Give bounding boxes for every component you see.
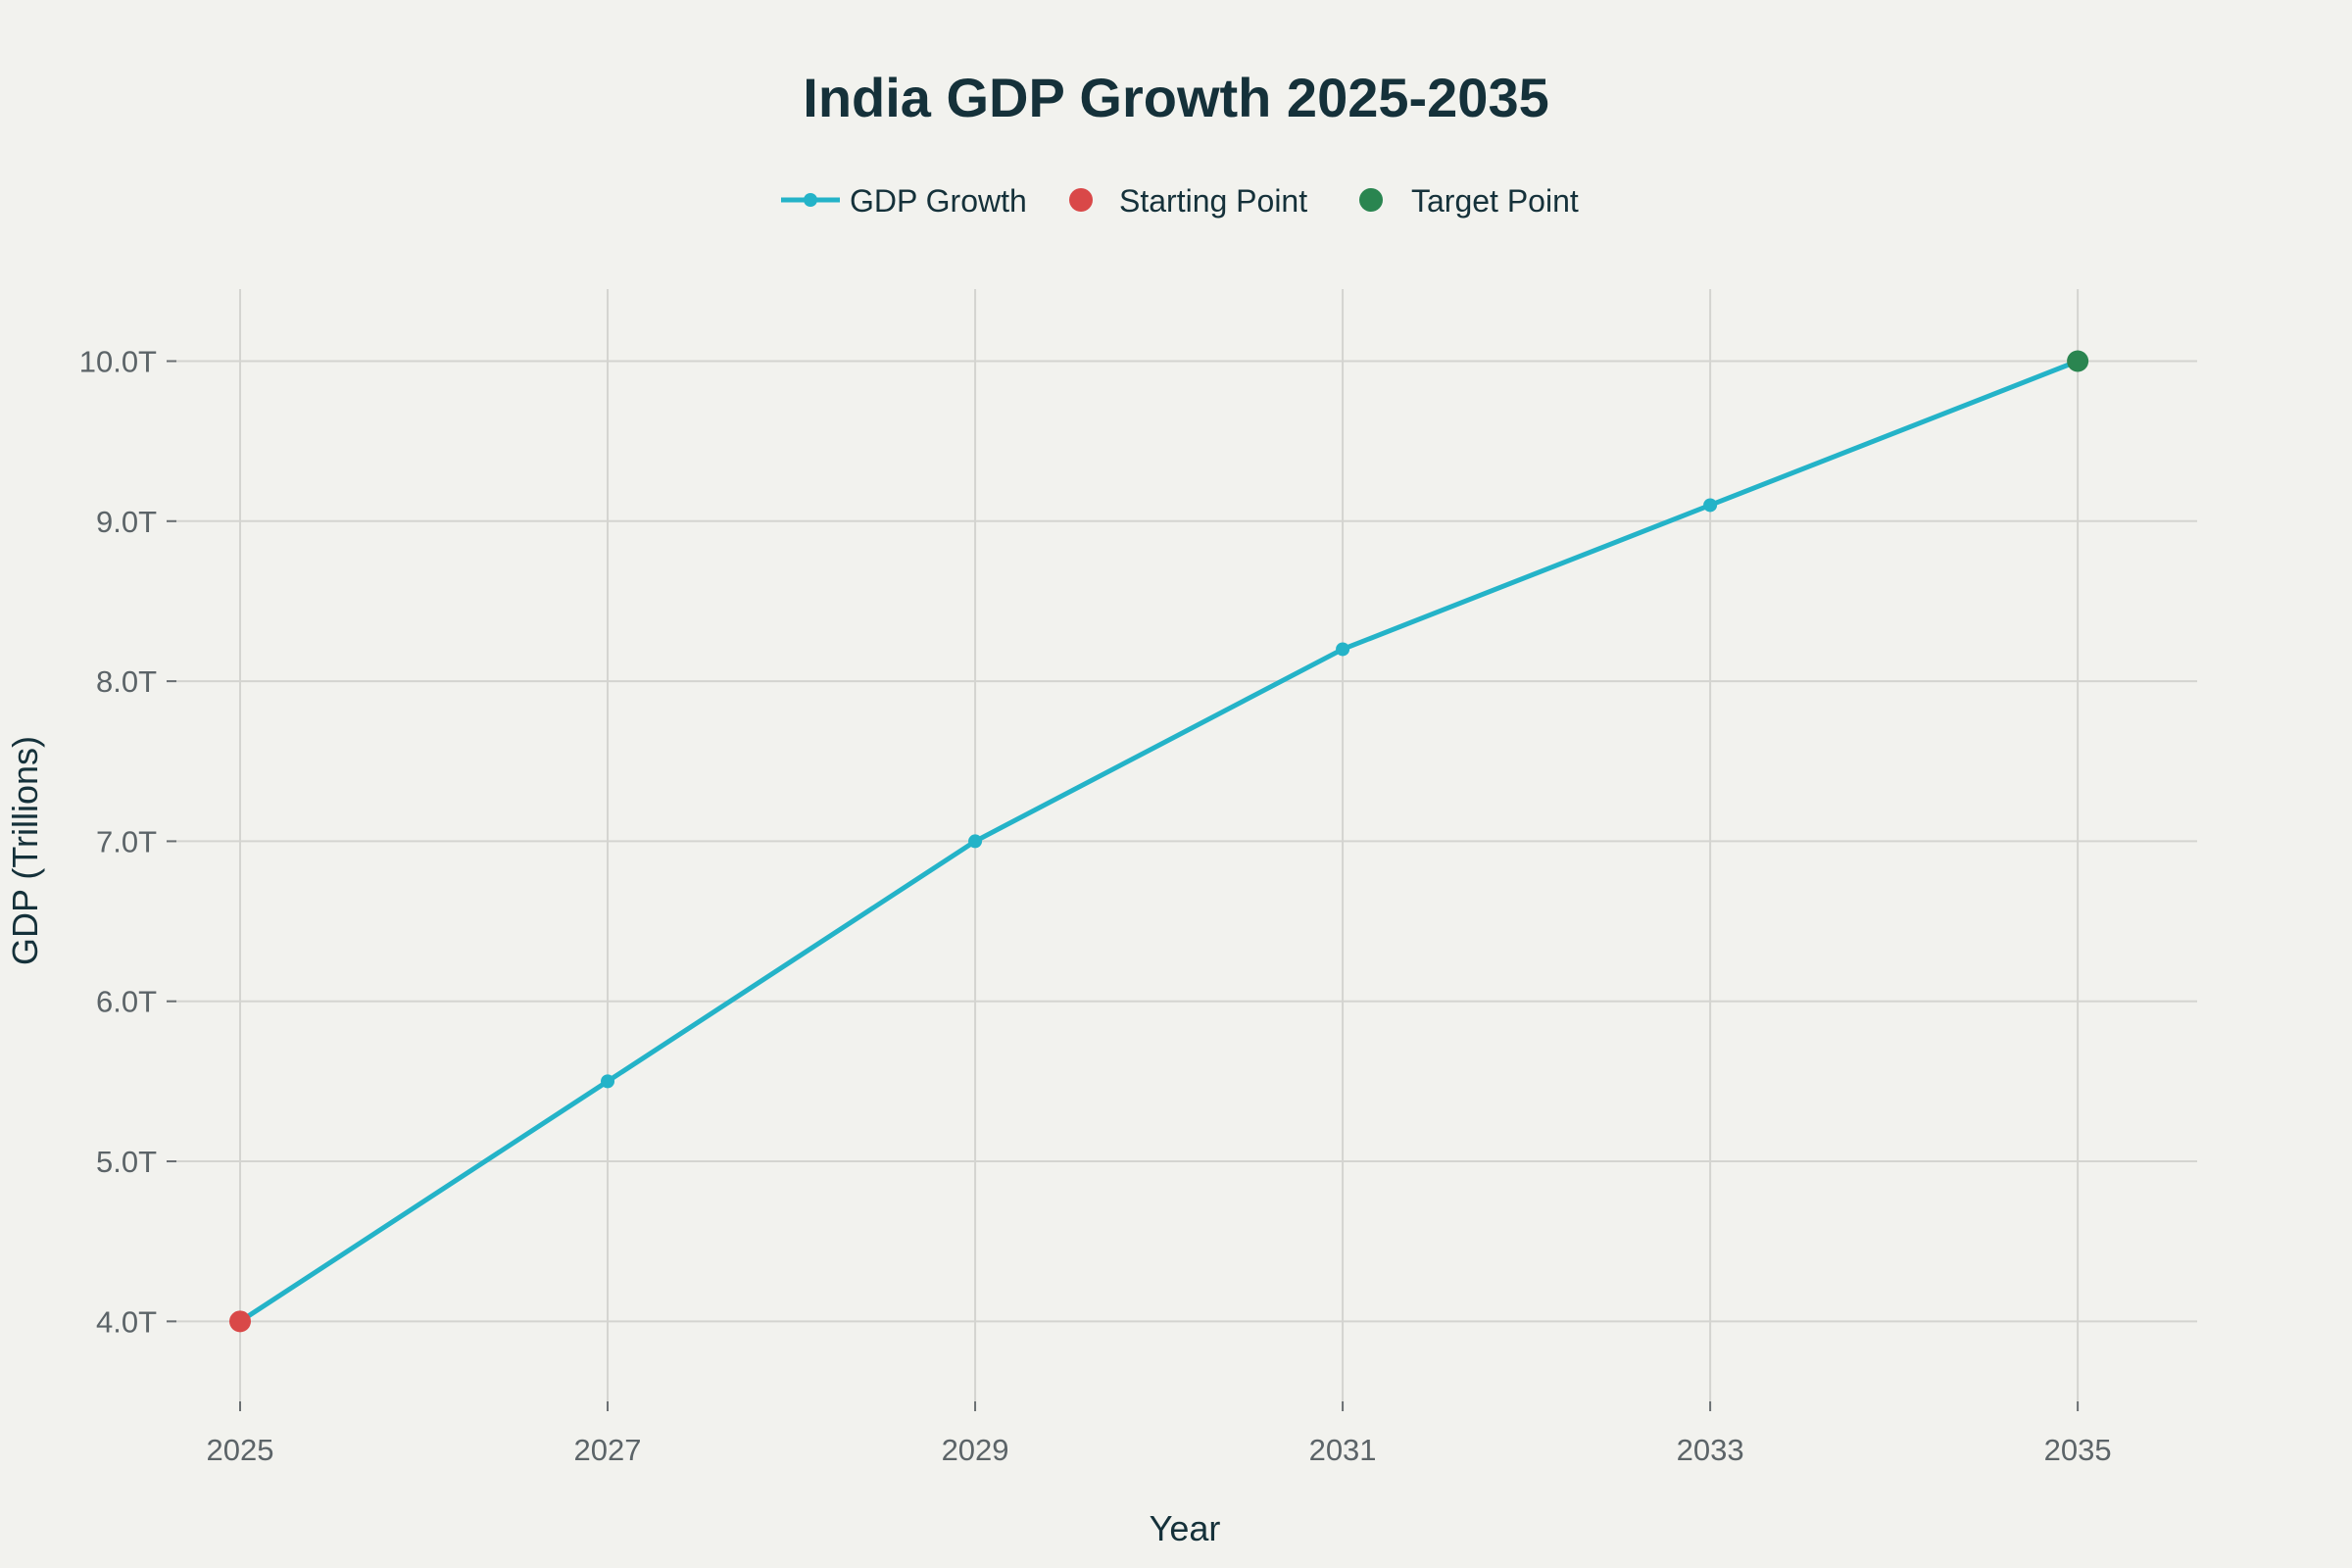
- y-tick-label: 9.0T: [96, 505, 157, 539]
- gdp-growth-line[interactable]: [237, 358, 2081, 1324]
- legend-label-starting-point: Starting Point: [1119, 183, 1307, 219]
- x-tick-label: 2027: [574, 1433, 642, 1467]
- legend-line-marker: [804, 193, 817, 207]
- gdp-growth-point[interactable]: [968, 834, 983, 849]
- y-tick-label: 7.0T: [96, 824, 157, 858]
- legend-item-gdp-growth[interactable]: GDP Growth: [781, 183, 1027, 219]
- x-tick-label: 2031: [1309, 1433, 1377, 1467]
- legend-start-marker: [1069, 188, 1093, 212]
- legend-item-target-point[interactable]: Target Point: [1359, 183, 1579, 219]
- legend-label-target-point: Target Point: [1411, 183, 1579, 219]
- legend: GDP Growth Starting Point Target Point: [781, 183, 1579, 219]
- gdp-growth-point[interactable]: [1703, 498, 1718, 513]
- legend-item-starting-point[interactable]: Starting Point: [1069, 183, 1307, 219]
- horizontal-gridlines: [167, 360, 2197, 1323]
- y-tick-label: 5.0T: [96, 1145, 157, 1179]
- y-tick-label: 4.0T: [96, 1304, 157, 1339]
- gdp-growth-point[interactable]: [1336, 642, 1350, 657]
- y-axis-title: GDP (Trillions): [5, 736, 45, 965]
- y-tick-label: 8.0T: [96, 664, 157, 699]
- x-tick-label: 2029: [942, 1433, 1009, 1467]
- starting-point-marker[interactable]: [229, 1310, 252, 1333]
- y-axis-ticks: 4.0T 5.0T 6.0T 7.0T 8.0T 9.0T 10.0T: [79, 344, 176, 1339]
- x-axis-title: Year: [1150, 1508, 1221, 1548]
- y-tick-label: 10.0T: [79, 344, 157, 378]
- marker-layer: [229, 350, 2089, 1333]
- legend-target-marker: [1359, 188, 1383, 212]
- series-layer: [233, 354, 2085, 1329]
- x-axis-ticks: 2025 2027 2029 2031 2033 2035: [207, 1401, 2112, 1467]
- target-point-marker[interactable]: [2067, 350, 2089, 372]
- chart-title: India GDP Growth 2025-2035: [803, 67, 1548, 128]
- x-tick-label: 2035: [2044, 1433, 2112, 1467]
- legend-label-gdp-growth: GDP Growth: [850, 183, 1027, 219]
- x-tick-label: 2025: [207, 1433, 274, 1467]
- x-tick-label: 2033: [1677, 1433, 1744, 1467]
- gdp-growth-point[interactable]: [601, 1074, 615, 1089]
- y-tick-label: 6.0T: [96, 985, 157, 1019]
